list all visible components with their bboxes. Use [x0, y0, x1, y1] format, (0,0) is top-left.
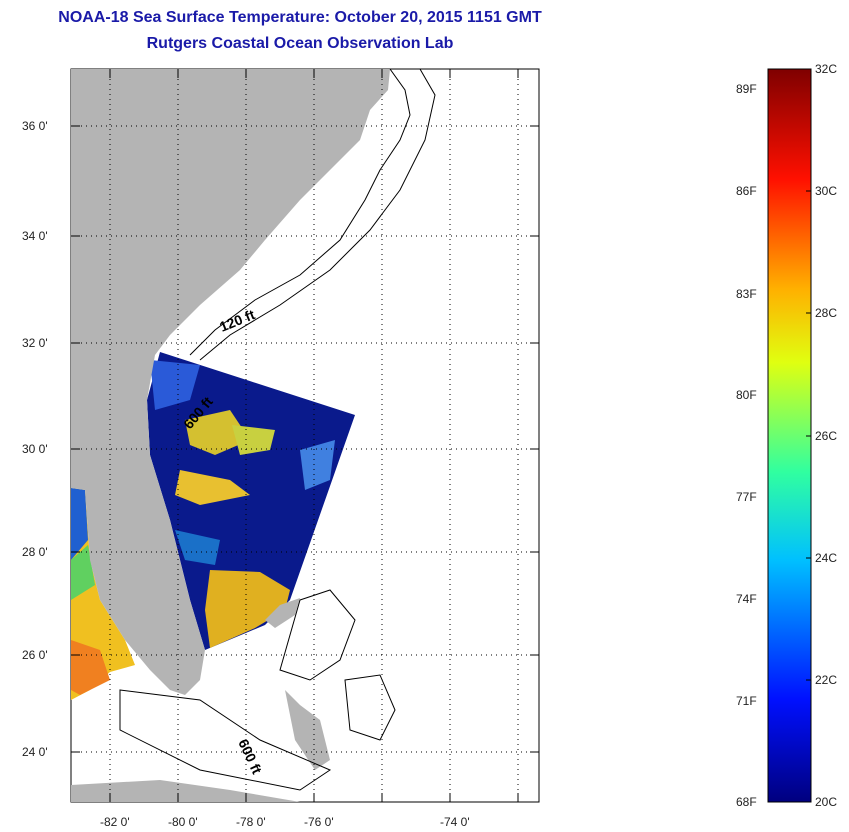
colorbar-f-label: 83F [736, 287, 757, 301]
cuba-land [71, 780, 300, 802]
colorbar-c-label: 30C [815, 184, 838, 198]
graticule [71, 69, 539, 802]
land-mass [71, 69, 390, 695]
contour-bahamas [279, 589, 356, 681]
lat-label: 28 0' [22, 545, 48, 559]
colorbar-f-label: 71F [736, 694, 757, 708]
map-title: NOAA-18 Sea Surface Temperature: October… [58, 9, 542, 26]
sst-mid-patch [175, 530, 220, 565]
sst-mid-patch [150, 360, 200, 410]
colorbar-c-label: 20C [815, 795, 838, 809]
axis-ticks [71, 69, 539, 802]
colorbar-c-label: 26C [815, 429, 838, 443]
sst-warm-patch [185, 410, 250, 455]
lon-label: -80 0' [168, 815, 198, 829]
colorbar [767, 68, 812, 803]
colorbar-c-label: 32C [815, 62, 838, 76]
sst-warm-patch [205, 570, 290, 648]
colorbar-f-label: 86F [736, 184, 757, 198]
colorbar-c-label: 28C [815, 306, 838, 320]
lat-label: 30 0' [22, 442, 48, 456]
lat-label: 34 0' [22, 229, 48, 243]
gulf-sst-cool [71, 488, 88, 560]
contour-keys [119, 689, 332, 791]
colorbar-c-label: 24C [815, 551, 838, 565]
lat-label: 26 0' [22, 648, 48, 662]
lat-label: 36 0' [22, 119, 48, 133]
bahamas-land [285, 690, 330, 770]
sst-warm-patch [232, 425, 275, 455]
map-subtitle: Rutgers Coastal Ocean Observation Lab [146, 35, 454, 52]
colorbar-f-label: 68F [736, 795, 757, 809]
lon-label: -78 0' [236, 815, 266, 829]
lat-label: 24 0' [22, 745, 48, 759]
colorbar-f-label: 80F [736, 388, 757, 402]
gulf-sst-warm [71, 640, 110, 695]
lon-label: -82 0' [100, 815, 130, 829]
colorbar-f-label: 89F [736, 82, 757, 96]
lat-label: 32 0' [22, 336, 48, 350]
lon-label: -74 0' [440, 815, 470, 829]
sst-warm-patch [175, 470, 250, 505]
colorbar-f-label: 77F [736, 490, 757, 504]
contour-600ft [199, 69, 436, 361]
colorbar-c-label: 22C [815, 673, 838, 687]
colorbar-f-label: 74F [736, 592, 757, 606]
gulf-sst-green [71, 545, 95, 600]
bahamas-land [265, 598, 300, 628]
lon-label: -76 0' [304, 815, 334, 829]
contour-bahamas [344, 674, 396, 741]
contour-120ft [189, 69, 411, 356]
colorbar-ticks [806, 68, 811, 803]
sst-mid-patch [300, 440, 335, 490]
